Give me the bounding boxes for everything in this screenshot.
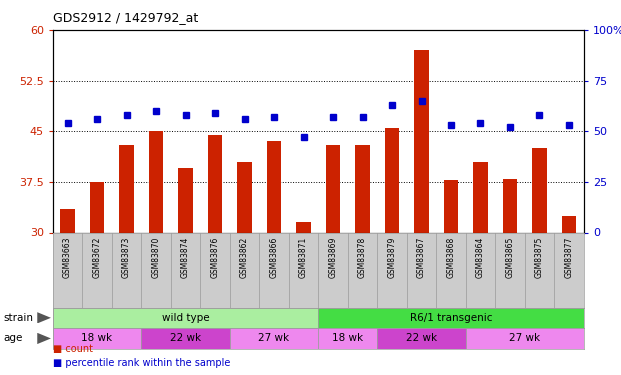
Text: age: age [3, 333, 22, 344]
Bar [319, 308, 584, 328]
Bar [502, 178, 517, 232]
Bar [473, 162, 488, 232]
Bar [89, 182, 104, 232]
Text: GSM83871: GSM83871 [299, 236, 308, 278]
Text: GSM83868: GSM83868 [446, 236, 455, 278]
Text: GSM83866: GSM83866 [270, 236, 278, 278]
Bar [148, 131, 163, 232]
Text: GSM83876: GSM83876 [211, 236, 219, 278]
Text: ■ percentile rank within the sample: ■ percentile rank within the sample [53, 357, 230, 368]
Bar [319, 328, 378, 349]
Text: GSM83874: GSM83874 [181, 236, 190, 278]
Text: strain: strain [3, 313, 33, 323]
Bar [355, 145, 370, 232]
Polygon shape [37, 333, 51, 344]
Bar [142, 328, 230, 349]
Text: GSM83875: GSM83875 [535, 236, 544, 278]
Bar [378, 328, 466, 349]
Bar [296, 222, 311, 232]
Text: wild type: wild type [161, 313, 209, 323]
Text: 18 wk: 18 wk [81, 333, 112, 344]
Text: GDS2912 / 1429792_at: GDS2912 / 1429792_at [53, 11, 198, 24]
Bar [532, 148, 547, 232]
Bar [466, 328, 584, 349]
Text: GSM83865: GSM83865 [505, 236, 514, 278]
Bar [325, 145, 340, 232]
Text: GSM83869: GSM83869 [329, 236, 337, 278]
Text: 22 wk: 22 wk [406, 333, 437, 344]
Bar [60, 209, 75, 232]
Bar [178, 168, 193, 232]
Text: GSM83867: GSM83867 [417, 236, 426, 278]
Bar [414, 50, 429, 232]
Text: GSM83864: GSM83864 [476, 236, 485, 278]
Polygon shape [37, 312, 51, 323]
Text: GSM83879: GSM83879 [388, 236, 396, 278]
Text: 18 wk: 18 wk [332, 333, 363, 344]
Text: 27 wk: 27 wk [509, 333, 540, 344]
Bar [230, 328, 319, 349]
Text: GSM83878: GSM83878 [358, 236, 367, 278]
Text: ■ count: ■ count [53, 344, 93, 354]
Bar [53, 308, 319, 328]
Text: GSM83672: GSM83672 [93, 236, 101, 278]
Text: GSM83877: GSM83877 [564, 236, 573, 278]
Text: GSM83873: GSM83873 [122, 236, 131, 278]
Bar [266, 141, 281, 232]
Bar [237, 162, 252, 232]
Bar [53, 328, 142, 349]
Text: 27 wk: 27 wk [258, 333, 289, 344]
Text: GSM83862: GSM83862 [240, 236, 249, 278]
Text: GSM83870: GSM83870 [152, 236, 160, 278]
Text: R6/1 transgenic: R6/1 transgenic [410, 313, 492, 323]
Bar [384, 128, 399, 232]
Text: GSM83663: GSM83663 [63, 236, 72, 278]
Bar [443, 180, 458, 232]
Bar [561, 216, 576, 232]
Bar [119, 145, 134, 232]
Bar [207, 135, 222, 232]
Text: 22 wk: 22 wk [170, 333, 201, 344]
